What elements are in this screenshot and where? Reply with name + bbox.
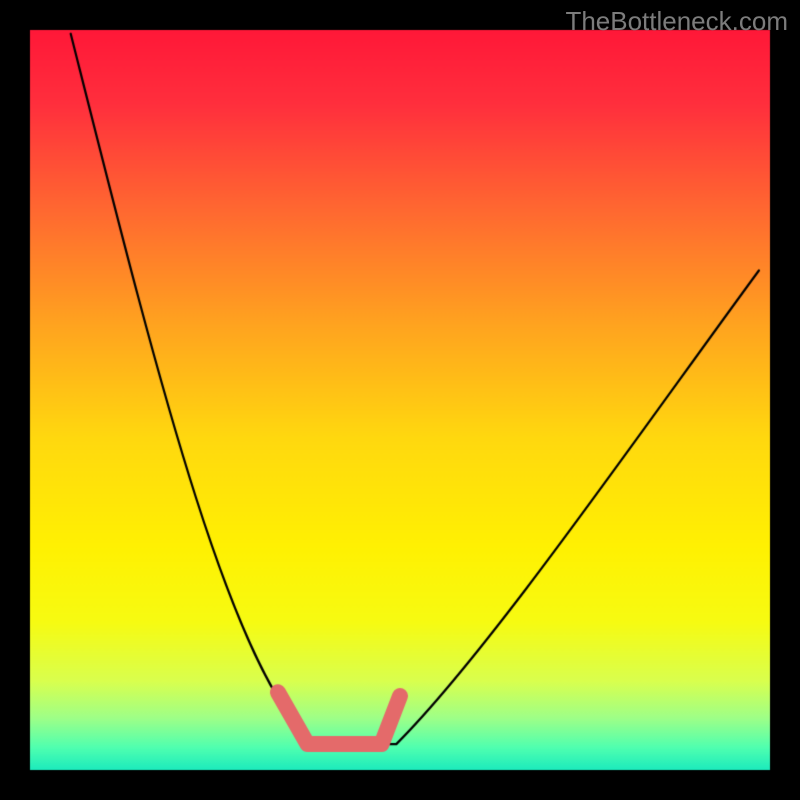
chart-container: TheBottleneck.com — [0, 0, 800, 800]
bottleneck-chart-canvas — [0, 0, 800, 800]
